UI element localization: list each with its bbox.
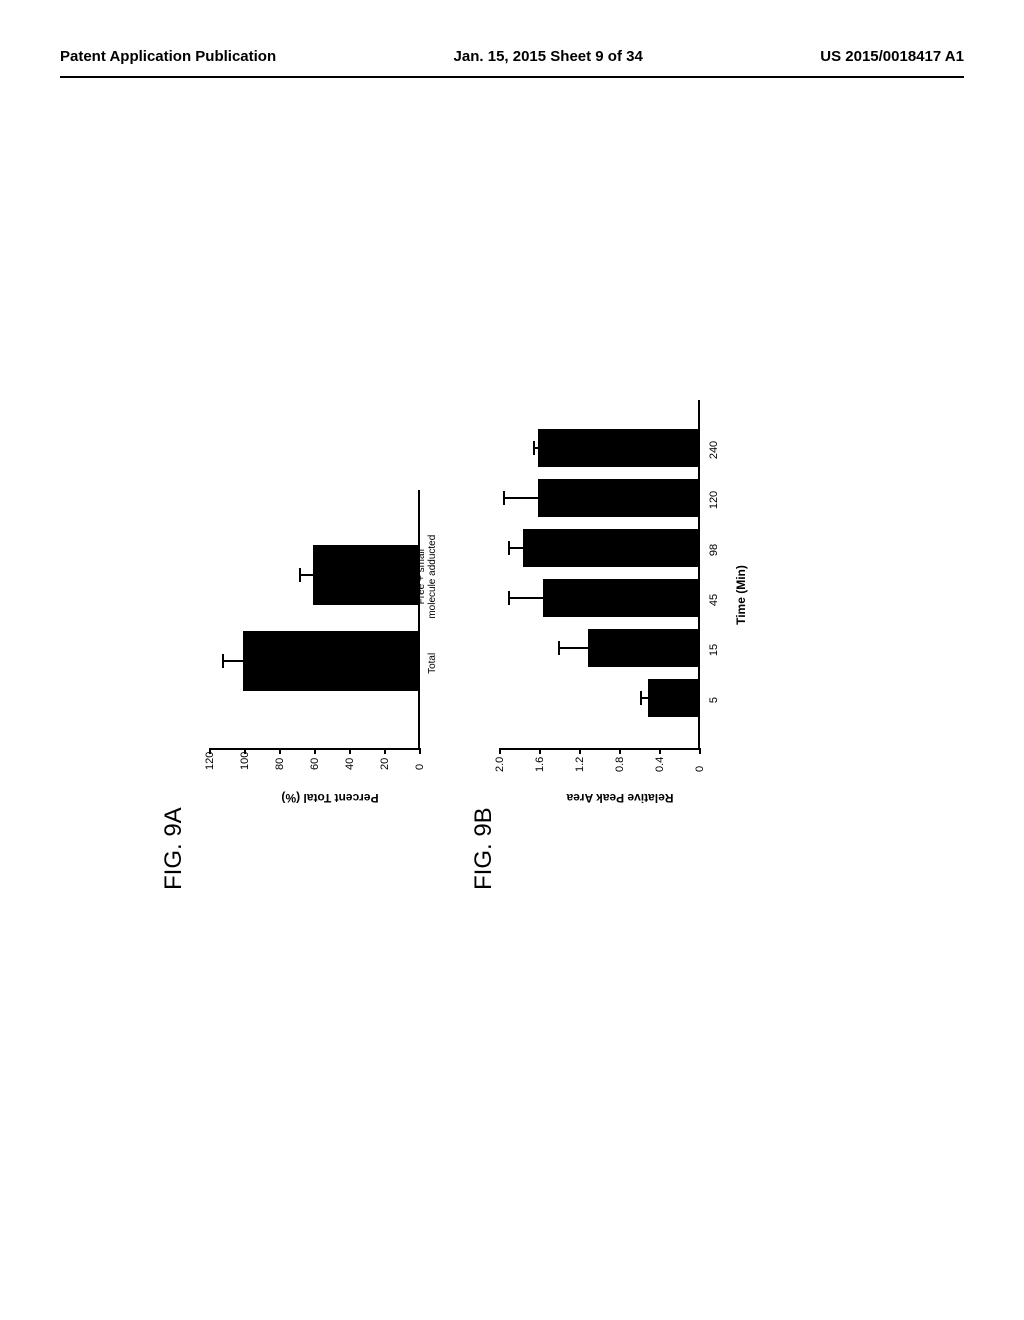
chart-9b-xtick: 45 bbox=[708, 594, 720, 606]
figure-label-9a: FIG. 9A bbox=[160, 807, 188, 890]
chart-9b-bar bbox=[588, 629, 698, 667]
chart-9b-errorbar bbox=[508, 597, 578, 599]
chart-9b-ytick: 0.8 bbox=[614, 757, 626, 772]
figure-label-9b: FIG. 9B bbox=[470, 807, 498, 890]
chart-9b-xtick: 240 bbox=[708, 441, 720, 459]
page-header: Patent Application Publication Jan. 15, … bbox=[0, 48, 1024, 65]
chart-9b-bar bbox=[543, 579, 698, 617]
chart-9b-bar bbox=[648, 679, 698, 717]
chart-9b-xtick: 98 bbox=[708, 544, 720, 556]
chart-9a-xtick: Total bbox=[427, 618, 438, 708]
chart-9a-ytick: 20 bbox=[379, 758, 391, 770]
chart-9a-ytick: 100 bbox=[239, 752, 251, 770]
chart-9b: Relative Peak Area 00.40.81.21.62.0 5154… bbox=[490, 390, 750, 800]
chart-9a-xtick: Free + small molecule adducted bbox=[416, 532, 438, 622]
chart-9b-plot bbox=[500, 400, 700, 750]
chart-9a-ytick: 60 bbox=[309, 758, 321, 770]
chart-9a-ytick: 80 bbox=[274, 758, 286, 770]
header-rule bbox=[60, 76, 964, 78]
chart-9b-ytick: 2.0 bbox=[494, 757, 506, 772]
chart-9b-xtick: 15 bbox=[708, 644, 720, 656]
chart-9b-errorbar bbox=[558, 647, 618, 649]
header-center: Jan. 15, 2015 Sheet 9 of 34 bbox=[454, 48, 643, 65]
chart-9b-errorbar bbox=[640, 697, 656, 699]
chart-9b-xtick: 120 bbox=[708, 491, 720, 509]
chart-9b-ytick: 0 bbox=[694, 766, 706, 772]
chart-9a-bar bbox=[313, 545, 418, 605]
chart-9b-ytick: 1.6 bbox=[534, 757, 546, 772]
chart-9b-xtick: 5 bbox=[708, 697, 720, 703]
chart-9a-ytick: 120 bbox=[204, 752, 216, 770]
chart-9a-errorbar bbox=[222, 660, 264, 662]
chart-9a-errorbar bbox=[299, 574, 327, 576]
chart-9a-ylabel: Percent Total (%) bbox=[281, 791, 378, 805]
chart-9b-ytick: 0.4 bbox=[654, 757, 666, 772]
chart-9b-errorbar bbox=[508, 547, 538, 549]
figure-wrap-rotated: FIG. 9A FIG. 9B Percent Total (%) 0 20 40 6… bbox=[160, 290, 860, 890]
chart-9b-bar bbox=[538, 479, 698, 517]
chart-9b-bar bbox=[538, 429, 698, 467]
header-left: Patent Application Publication bbox=[60, 48, 276, 65]
chart-9b-bar bbox=[523, 529, 698, 567]
chart-9b-xlabel: Time (Min) bbox=[734, 565, 748, 625]
chart-9b-errorbar bbox=[503, 497, 573, 499]
chart-9b-ylabel: Relative Peak Area bbox=[567, 791, 674, 805]
chart-9a-ytick: 0 bbox=[414, 764, 426, 770]
chart-9a-plot bbox=[210, 490, 420, 750]
chart-9a-bar bbox=[243, 631, 418, 691]
chart-9b-ytick: 1.2 bbox=[574, 757, 586, 772]
chart-9a: Percent Total (%) 020406080100120 TotalF… bbox=[200, 480, 460, 800]
header-right: US 2015/0018417 A1 bbox=[820, 48, 964, 65]
chart-9a-ytick: 40 bbox=[344, 758, 356, 770]
chart-9b-errorbar bbox=[533, 447, 543, 449]
